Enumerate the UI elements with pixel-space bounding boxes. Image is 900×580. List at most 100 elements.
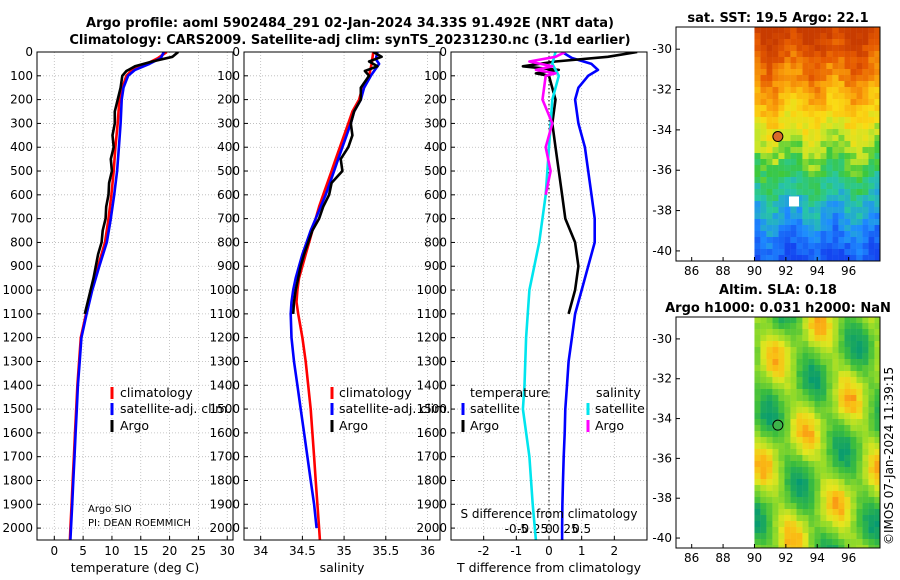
map-cell — [778, 57, 785, 63]
map-cell — [808, 365, 815, 371]
map-cell — [862, 521, 869, 527]
map-cell — [868, 201, 875, 207]
map-cell — [766, 335, 773, 341]
map-cell — [802, 171, 809, 177]
map-cell — [808, 195, 815, 201]
map-cell — [868, 39, 875, 45]
map-cell — [826, 159, 833, 165]
map-cell — [838, 491, 845, 497]
map-cell — [862, 63, 869, 69]
map-cell — [760, 255, 767, 261]
plot-frame — [450, 51, 648, 541]
map-cell — [844, 111, 851, 117]
map-cell — [790, 69, 797, 75]
map-cell — [772, 329, 779, 335]
map-cell — [802, 449, 809, 455]
map-cell — [778, 87, 785, 93]
map-cell — [766, 473, 773, 479]
map-cell — [862, 443, 869, 449]
map-cell — [754, 33, 761, 39]
map-cell — [760, 249, 767, 255]
map-cell — [868, 443, 875, 449]
map-cell — [826, 183, 833, 189]
map-cell — [760, 177, 767, 183]
map-cell — [772, 461, 779, 467]
map-cell — [802, 201, 809, 207]
map-cell — [826, 521, 833, 527]
map-cell — [760, 497, 767, 503]
map-cell — [760, 57, 767, 63]
map-cell — [838, 533, 845, 539]
map-cell — [808, 183, 815, 189]
map-cell — [796, 99, 803, 105]
map-cell — [766, 165, 773, 171]
map-cell — [784, 521, 791, 527]
map-cell — [760, 39, 767, 45]
map-cell — [844, 69, 851, 75]
map-cell — [754, 401, 761, 407]
map-cell — [802, 243, 809, 249]
map-cell — [784, 389, 791, 395]
map-cell — [826, 57, 833, 63]
map-cell — [856, 353, 863, 359]
map-cell — [874, 63, 880, 69]
map-cell — [820, 461, 827, 467]
map-cell — [808, 449, 815, 455]
map-cell — [814, 485, 821, 491]
map-cell — [832, 147, 839, 153]
map-cell — [778, 461, 785, 467]
map-cell — [856, 105, 863, 111]
map-cell — [874, 455, 880, 461]
map-cell — [862, 461, 869, 467]
map-cell — [850, 159, 857, 165]
map-cell — [760, 99, 767, 105]
map-cell — [832, 129, 839, 135]
map-cell — [754, 365, 761, 371]
map-cell — [790, 51, 797, 57]
map-cell — [874, 225, 880, 231]
map-cell — [808, 135, 815, 141]
map-cell — [808, 503, 815, 509]
map-cell — [790, 353, 797, 359]
map-cell — [796, 39, 803, 45]
map-cell — [778, 485, 785, 491]
map-cell — [814, 533, 821, 539]
map-cell — [766, 87, 773, 93]
map-cell — [808, 213, 815, 219]
map-cell — [844, 249, 851, 255]
map-cell — [754, 87, 761, 93]
map-cell — [760, 27, 767, 33]
map-cell — [754, 117, 761, 123]
map-cell — [838, 141, 845, 147]
map-cell — [790, 99, 797, 105]
map-cell — [850, 377, 857, 383]
map-cell — [772, 317, 779, 323]
map-cell — [820, 395, 827, 401]
map-cell — [778, 359, 785, 365]
map-cell — [850, 33, 857, 39]
map-cell — [838, 189, 845, 195]
map-cell — [808, 171, 815, 177]
map-cell — [838, 249, 845, 255]
map-cell — [838, 443, 845, 449]
map-x-tick-label: 86 — [684, 264, 699, 278]
map-cell — [832, 419, 839, 425]
map-cell — [844, 347, 851, 353]
map-cell — [802, 503, 809, 509]
map-cell — [850, 171, 857, 177]
map-cell — [838, 105, 845, 111]
map-cell — [796, 383, 803, 389]
map-cell — [868, 377, 875, 383]
map-cell — [826, 117, 833, 123]
map-cell — [832, 545, 839, 548]
map-cell — [844, 237, 851, 243]
map-cell — [874, 249, 880, 255]
map-cell — [856, 323, 863, 329]
map-cell — [808, 497, 815, 503]
map-cell — [766, 443, 773, 449]
map-cell — [826, 317, 833, 323]
depth-tick-label: 200 — [217, 93, 240, 107]
map-y-tick-label: -36 — [652, 451, 672, 465]
map-cell — [838, 431, 845, 437]
map-cell — [772, 407, 779, 413]
